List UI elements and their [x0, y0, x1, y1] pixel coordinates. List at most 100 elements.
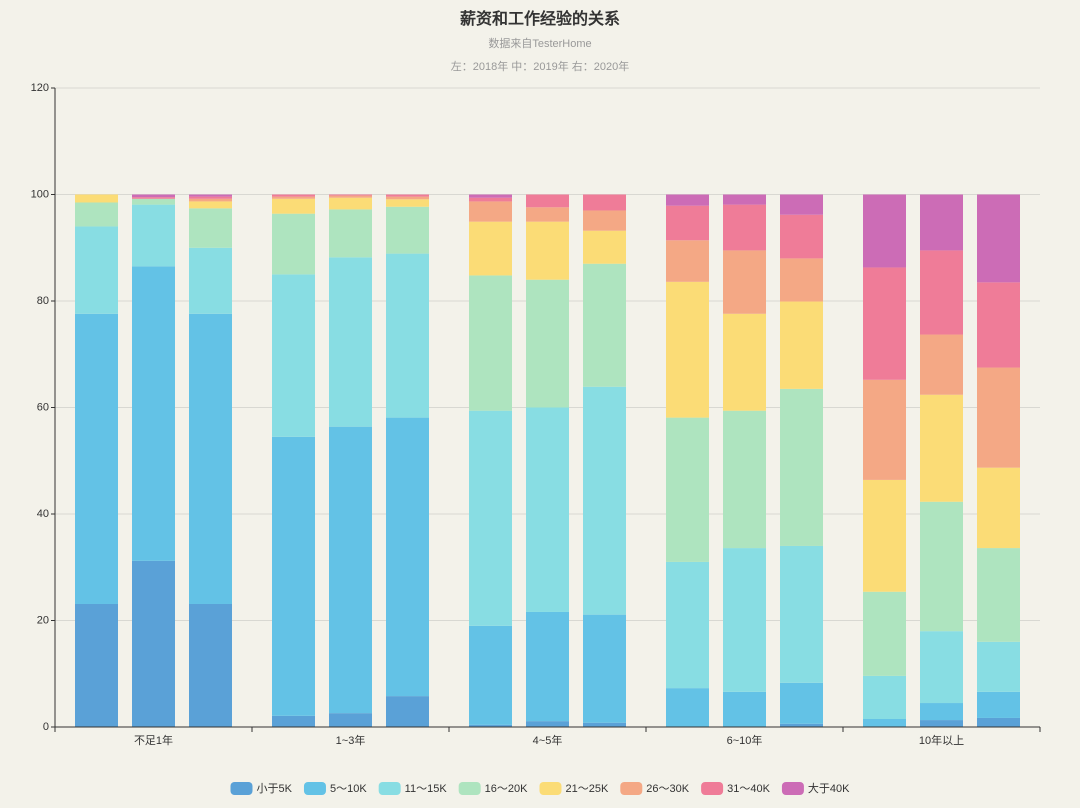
x-tick-label: 6~10年 — [727, 733, 763, 747]
bar-segment — [132, 560, 175, 727]
bar-segment — [272, 274, 315, 437]
bar-segment — [863, 719, 906, 727]
bar-segment — [977, 717, 1020, 727]
bar-segment — [780, 545, 823, 683]
chart-subtitle: 数据来自TesterHome — [488, 36, 591, 50]
bar-segment — [469, 221, 512, 276]
bar-segment — [780, 301, 823, 389]
bar-segment — [863, 379, 906, 480]
bar-segment — [583, 210, 626, 231]
bar-segment — [723, 548, 766, 692]
bar-segment — [666, 194, 709, 206]
bar-segment — [469, 197, 512, 202]
bar-segment — [780, 194, 823, 215]
bar-segment — [386, 417, 429, 697]
bar-segment — [272, 436, 315, 716]
y-tick-label: 100 — [31, 188, 49, 200]
bar-segment — [977, 641, 1020, 692]
x-tick-label: 4~5年 — [533, 733, 563, 747]
bar-segment — [666, 205, 709, 241]
legend-swatch — [378, 782, 401, 795]
bar-segment — [723, 313, 766, 411]
bar-segment — [583, 614, 626, 723]
bar-segment — [329, 195, 372, 198]
bar-segment — [920, 250, 963, 335]
bar-segment — [863, 675, 906, 720]
y-tick-label: 40 — [37, 508, 49, 520]
bar-segment — [329, 209, 372, 258]
bar-segment — [75, 202, 118, 227]
bar-segment — [469, 724, 512, 727]
bar-segment — [920, 194, 963, 251]
bar-segment — [977, 194, 1020, 283]
bar-segment — [132, 204, 175, 267]
annotation: 左：2018年 中：2019年 右：2020年 — [451, 59, 630, 73]
y-tick-label: 0 — [43, 721, 49, 733]
bar-segment — [189, 208, 232, 248]
bar-segment — [863, 591, 906, 676]
bar-segment — [723, 204, 766, 251]
bar-segment — [863, 479, 906, 592]
bar-segment — [189, 194, 232, 197]
bar-segment — [75, 603, 118, 727]
bar-segment — [272, 194, 315, 197]
bar-segment — [526, 194, 569, 208]
legend-label: 小于5K — [257, 782, 293, 795]
bar-segment — [583, 722, 626, 727]
bar-segment — [723, 691, 766, 727]
legend-label: 31～40K — [727, 783, 770, 795]
bar-segment — [977, 467, 1020, 549]
bar-segment — [583, 386, 626, 615]
bar-segment — [920, 631, 963, 704]
y-tick-label: 120 — [31, 82, 49, 94]
bar-segment — [920, 703, 963, 721]
bar-segment — [666, 417, 709, 562]
bar-segment — [386, 206, 429, 254]
bar-segment — [132, 197, 175, 199]
legend-label: 16～20K — [485, 783, 528, 795]
bar-segment — [386, 194, 429, 197]
legend-swatch — [230, 782, 253, 795]
bar-segment — [329, 197, 372, 210]
bar-segment — [920, 720, 963, 727]
bar-segment — [386, 199, 429, 207]
bar-segment — [526, 721, 569, 727]
legend-swatch — [458, 782, 481, 795]
bar-segment — [977, 367, 1020, 468]
bar-segment — [132, 266, 175, 561]
legend-swatch — [781, 782, 804, 795]
bar-segment — [723, 410, 766, 549]
bar-segment — [920, 334, 963, 395]
x-tick-label: 10年以上 — [919, 733, 964, 747]
bar-segment — [469, 275, 512, 411]
bar-segment — [780, 258, 823, 302]
bar-segment — [526, 221, 569, 280]
y-tick-label: 80 — [37, 295, 49, 307]
bar-segment — [666, 281, 709, 418]
legend-label: 26～30K — [646, 783, 689, 795]
bar-segment — [469, 625, 512, 725]
bar-segment — [75, 226, 118, 314]
bar-segment — [863, 267, 906, 380]
bar-segment — [75, 194, 118, 203]
bar-segment — [189, 196, 232, 199]
bar-segment — [386, 253, 429, 418]
bar-segment — [666, 240, 709, 282]
bar-segment — [189, 198, 232, 202]
bar-segment — [386, 196, 429, 200]
bar-segment — [863, 194, 906, 268]
bar-segment — [780, 214, 823, 259]
bar-segment — [920, 501, 963, 632]
bar-segment — [526, 207, 569, 222]
bar-segment — [526, 611, 569, 722]
bar-segment — [977, 282, 1020, 368]
x-tick-label: 1~3年 — [336, 733, 366, 747]
bar-segment — [272, 213, 315, 275]
bar-segment — [583, 230, 626, 264]
bar-segment — [329, 194, 372, 196]
bar-segment — [189, 313, 232, 604]
bar-segment — [469, 194, 512, 198]
bar-segment — [780, 723, 823, 727]
bar-segment — [189, 603, 232, 727]
